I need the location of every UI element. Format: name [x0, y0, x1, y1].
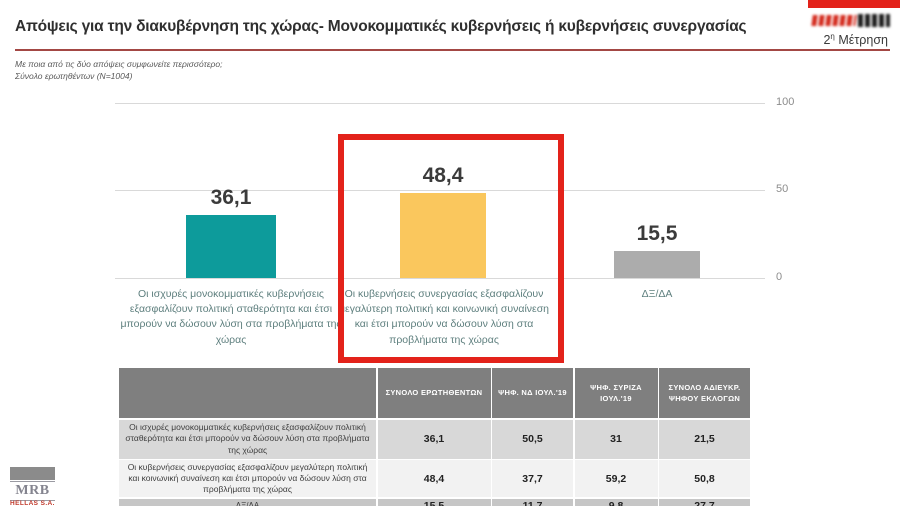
mrb-logo-block [10, 467, 55, 480]
y-tick-50: 50 [776, 183, 789, 195]
category-label-dk-na: ΔΞ/ΔΑ [641, 288, 673, 300]
table-header-undecided: ΣΥΝΟΛΟ ΑΔΙΕΥΚΡ. ΨΗΦΟΥ ΕΚΛΟΓΩΝ [659, 368, 750, 418]
table-cell-value: 15,5 [377, 498, 491, 506]
table-cell-value: 50,5 [492, 419, 573, 459]
y-tick-100: 100 [776, 96, 795, 108]
gridline-100 [115, 103, 765, 104]
table-cell-value: 31 [574, 419, 658, 459]
measurement-superscript: η [830, 32, 835, 41]
page-title: Απόψεις για την διακυβέρνηση της χώρας- … [15, 18, 747, 35]
table-cell-value: 9,8 [574, 498, 658, 506]
measurement-number: 2 [823, 33, 831, 48]
gridline-50 [115, 190, 765, 191]
table-row-label: Οι κυβερνήσεις συνεργασίας εξασφαλίζουν … [119, 460, 376, 497]
bar-coalition [400, 193, 486, 278]
publication-logo [811, 13, 892, 28]
title-rule [15, 49, 890, 51]
table-row-label: ΔΞ/ΔΑ [119, 498, 376, 506]
sample-size-text: Σύνολο ερωτηθέντων (N=1004) [15, 71, 133, 81]
gridline-0 [115, 278, 765, 279]
table-cell-value: 37,7 [492, 460, 573, 497]
breakdown-table: ΣΥΝΟΛΟ ΕΡΩΤΗΘΕΝΤΩΝ ΨΗΦ. ΝΔ ΙΟΥΛ.'19 ΨΗΦ.… [119, 368, 750, 506]
table-cell-value: 59,2 [574, 460, 658, 497]
bar-value-2: 48,4 [422, 164, 464, 187]
category-label-single-party: Οι ισχυρές μονοκομματικές κυβερνήσεις εξ… [120, 288, 342, 346]
table-header-empty [119, 368, 376, 418]
table-row-label: Οι ισχυρές μονοκομματικές κυβερνήσεις εξ… [119, 419, 376, 459]
question-text: Με ποια από τις δύο απόψεις συμφωνείτε π… [15, 59, 223, 69]
bar-value-3: 15,5 [636, 222, 678, 245]
mrb-logo-subtext: HELLAS S.A. [10, 500, 55, 506]
measurement-badge: 2η Μέτρηση [800, 32, 888, 47]
table-cell-value: 48,4 [377, 460, 491, 497]
y-tick-0: 0 [776, 271, 783, 283]
category-label-coalition: Οι κυβερνήσεις συνεργασίας εξασφαλίζουν … [338, 288, 550, 346]
table-cell-value: 50,8 [659, 460, 750, 497]
table-cell-value: 21,5 [659, 419, 750, 459]
highlight-rectangle [338, 134, 564, 363]
table-header-syriza: ΨΗΦ. ΣΥΡΙΖΑ ΙΟΥΛ.'19 [574, 368, 658, 418]
table-header-nd: ΨΗΦ. ΝΔ ΙΟΥΛ.'19 [492, 368, 573, 418]
table-cell-value: 27,7 [659, 498, 750, 506]
masthead-red-bar [808, 0, 900, 8]
table-header-total: ΣΥΝΟΛΟ ΕΡΩΤΗΘΕΝΤΩΝ [377, 368, 491, 418]
bar-dk-na [614, 251, 700, 278]
publication-logo-red-text [811, 15, 857, 26]
bar-single-party [186, 215, 276, 278]
bar-value-1: 36,1 [210, 186, 252, 209]
table-cell-value: 11,7 [492, 498, 573, 506]
measurement-label: Μέτρηση [834, 33, 888, 48]
mrb-logo: MRB [10, 481, 55, 501]
table-cell-value: 36,1 [377, 419, 491, 459]
publication-logo-dark-text [858, 14, 890, 27]
